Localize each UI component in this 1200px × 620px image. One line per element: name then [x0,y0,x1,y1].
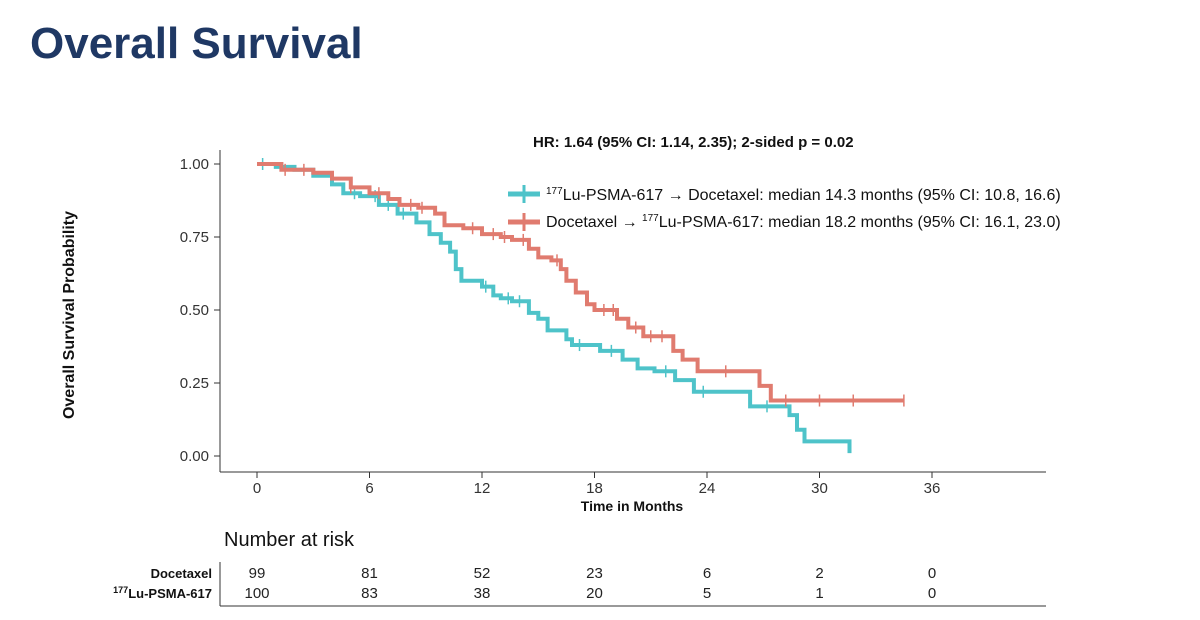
y-ticks: 0.00 0.25 0.50 0.75 1.00 [180,156,220,465]
y-tick-label: 0.25 [180,375,209,392]
x-tick-label: 0 [253,480,261,497]
legend-label-docetaxel-first-pre: Docetaxel → [546,214,642,231]
risk-count: 52 [474,565,491,582]
x-tick-label: 30 [811,480,828,497]
slide-title: Overall Survival [30,19,363,68]
risk-count: 1 [815,585,823,602]
y-tick-label: 0.75 [180,229,209,246]
risk-count: 5 [703,585,711,602]
y-axis-label: Overall Survival Probability [61,211,78,419]
risk-count: 2 [815,565,823,582]
risk-row-label-docetaxel-text: Docetaxel [151,566,212,581]
risk-count: 38 [474,585,491,602]
x-tick-label: 12 [474,480,491,497]
x-tick-label: 36 [924,480,941,497]
x-tick-label: 24 [699,480,716,497]
legend-label-lu-first-sup: 177 [546,186,563,197]
legend: 177Lu-PSMA-617 → Docetaxel: median 14.3 … [508,185,1061,231]
risk-count: 6 [703,565,711,582]
x-tick-label: 18 [586,480,603,497]
risk-count: 99 [249,565,266,582]
risk-count: 23 [586,565,603,582]
legend-label-docetaxel-first-sup: 177 [642,213,659,224]
risk-count: 83 [361,585,378,602]
legend-label-lu-first: 177Lu-PSMA-617 → Docetaxel: median 14.3 … [546,186,1061,204]
risk-row-label-lu-sup: 177 [113,585,128,595]
y-tick-label: 0.50 [180,302,209,319]
legend-label-lu-first-text: Lu-PSMA-617 → Docetaxel: median 14.3 mon… [563,187,1061,204]
legend-item-lu-first: 177Lu-PSMA-617 → Docetaxel: median 14.3 … [508,185,1061,204]
risk-table-title: Number at risk [224,529,355,551]
risk-row-label-lu: 177Lu-PSMA-617 [113,585,212,601]
x-ticks: 0 6 12 18 24 30 36 [253,472,941,497]
survival-curves [257,158,905,454]
y-tick-label: 0.00 [180,448,209,465]
risk-count: 20 [586,585,603,602]
risk-count: 0 [928,585,936,602]
risk-count: 100 [244,585,269,602]
legend-item-docetaxel-first: Docetaxel → 177Lu-PSMA-617: median 18.2 … [508,213,1061,231]
legend-label-docetaxel-first-post: Lu-PSMA-617: median 18.2 months (95% CI:… [659,214,1061,231]
risk-count: 81 [361,565,378,582]
x-axis-label: Time in Months [581,498,684,514]
x-tick-label: 6 [365,480,373,497]
risk-count: 0 [928,565,936,582]
risk-row-label-docetaxel: Docetaxel [151,566,212,581]
hazard-ratio-text: HR: 1.64 (95% CI: 1.14, 2.35); 2-sided p… [533,134,854,151]
legend-label-docetaxel-first: Docetaxel → 177Lu-PSMA-617: median 18.2 … [546,213,1061,231]
risk-row-label-lu-text: Lu-PSMA-617 [128,586,212,601]
survival-curve-lu-first [257,162,852,454]
y-tick-label: 1.00 [180,156,209,173]
survival-curve-docetaxel-first [257,162,904,403]
